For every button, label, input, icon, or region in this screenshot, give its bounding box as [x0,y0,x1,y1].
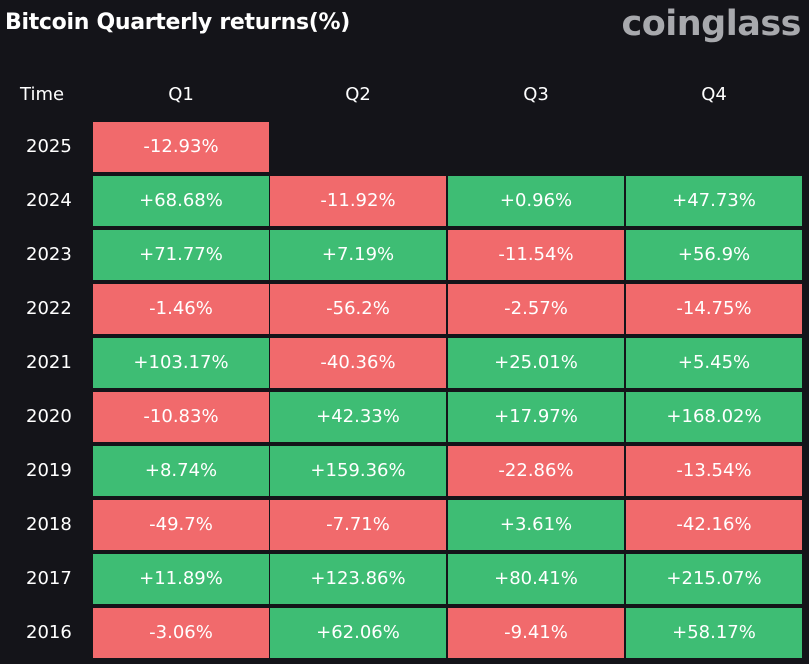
return-cell-2023-q4: +56.9% [626,230,802,280]
return-cell-2017-q2: +123.86% [270,554,446,604]
return-cell-2020-q1: -10.83% [93,392,269,442]
return-cell-2017-q4: +215.07% [626,554,802,604]
column-header-q2: Q2 [345,84,371,105]
return-cell-2022-q2: -56.2% [270,284,446,334]
return-cell-2025-q1: -12.93% [93,122,269,172]
table-header: Time Q1 Q2 Q3 Q4 [0,72,809,118]
return-cell-2020-q4: +168.02% [626,392,802,442]
return-cell-2024-q1: +68.68% [93,176,269,226]
year-label: 2023 [26,244,72,265]
year-label: 2024 [26,190,72,211]
brand-logo: coinglass [621,4,801,44]
year-label: 2018 [26,514,72,535]
return-cell-2023-q2: +7.19% [270,230,446,280]
return-cell-2018-q1: -49.7% [93,500,269,550]
return-cell-2020-q3: +17.97% [448,392,624,442]
return-cell-2022-q4: -14.75% [626,284,802,334]
return-cell-2024-q2: -11.92% [270,176,446,226]
return-cell-2021-q1: +103.17% [93,338,269,388]
return-cell-2023-q1: +71.77% [93,230,269,280]
return-cell-2021-q3: +25.01% [448,338,624,388]
year-label: 2017 [26,568,72,589]
return-cell-2021-q4: +5.45% [626,338,802,388]
year-label: 2025 [26,136,72,157]
return-cell-2016-q1: -3.06% [93,608,269,658]
return-cell-2019-q4: -13.54% [626,446,802,496]
return-cell-2018-q4: -42.16% [626,500,802,550]
return-cell-2019-q1: +8.74% [93,446,269,496]
return-cell-2016-q2: +62.06% [270,608,446,658]
return-cell-2020-q2: +42.33% [270,392,446,442]
return-cell-2017-q3: +80.41% [448,554,624,604]
return-cell-2016-q3: -9.41% [448,608,624,658]
year-label: 2016 [26,622,72,643]
return-cell-2023-q3: -11.54% [448,230,624,280]
column-header-q1: Q1 [168,84,194,105]
return-cell-2018-q2: -7.71% [270,500,446,550]
return-cell-2024-q4: +47.73% [626,176,802,226]
year-label: 2021 [26,352,72,373]
return-cell-2019-q2: +159.36% [270,446,446,496]
chart-title: Bitcoin Quarterly returns(%) [5,10,351,35]
return-cell-2018-q3: +3.61% [448,500,624,550]
return-cell-2021-q2: -40.36% [270,338,446,388]
year-label: 2020 [26,406,72,427]
column-header-q4: Q4 [701,84,727,105]
return-cell-2017-q1: +11.89% [93,554,269,604]
return-cell-2022-q3: -2.57% [448,284,624,334]
return-cell-2016-q4: +58.17% [626,608,802,658]
return-cell-2019-q3: -22.86% [448,446,624,496]
return-cell-2024-q3: +0.96% [448,176,624,226]
time-column-header: Time [20,84,65,105]
year-label: 2022 [26,298,72,319]
year-label: 2019 [26,460,72,481]
return-cell-2022-q1: -1.46% [93,284,269,334]
column-header-q3: Q3 [523,84,549,105]
